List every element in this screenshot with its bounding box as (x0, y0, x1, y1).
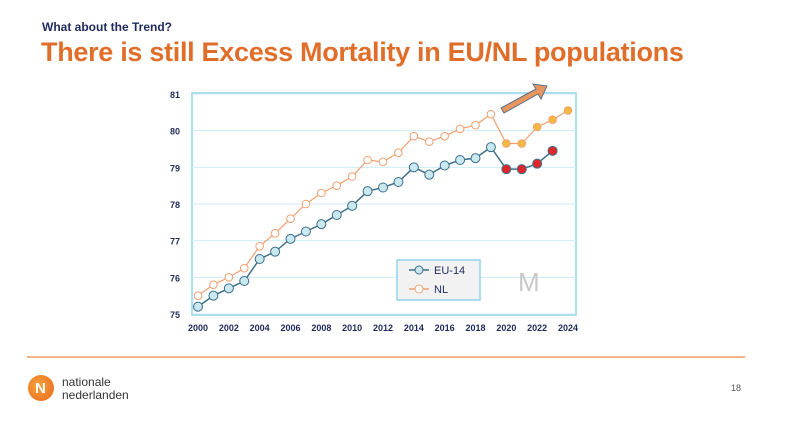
eu-14-point-2017 (455, 155, 466, 165)
nl-point-2014 (409, 131, 419, 141)
nl-point-2024 (563, 106, 573, 115)
eu-14-point-2004 (254, 254, 265, 264)
eu-14-point-2021 (516, 164, 527, 175)
x-tick-label: 2012 (373, 323, 393, 333)
nl-point-2005 (270, 229, 280, 238)
nl-point-2017 (455, 124, 465, 134)
nl-point-2022 (532, 122, 542, 132)
eu-14-point-2005 (270, 246, 281, 257)
y-tick-label: 81 (170, 90, 180, 100)
nl-point-2012 (378, 157, 388, 167)
eu-14-point-2023 (547, 145, 558, 156)
x-tick-label: 2020 (496, 323, 516, 333)
nl-point-2010 (347, 172, 357, 181)
nl-point-2021 (517, 139, 527, 148)
nl-point-2002 (224, 273, 234, 282)
nl-point-2013 (394, 148, 403, 157)
brand-line-2: nederlanden (62, 388, 129, 402)
footer-divider (27, 356, 745, 358)
eu-14-point-2022 (532, 158, 543, 169)
nl-point-2023 (548, 115, 557, 124)
trend-arrow-icon (500, 83, 548, 114)
x-tick-label: 2002 (219, 323, 239, 333)
x-tick-label: 2022 (527, 323, 547, 333)
watermark-logo: M (518, 267, 540, 297)
x-tick-label: 2024 (558, 323, 578, 333)
nl-point-2016 (440, 131, 449, 141)
legend: EU-14 NL (396, 259, 481, 301)
eu-14-point-2015 (424, 169, 435, 180)
nl-point-2006 (286, 214, 295, 223)
nl-point-2018 (471, 120, 480, 130)
nl-point-2020 (502, 139, 511, 148)
x-tick-label: 2000 (188, 323, 208, 333)
eu-14-point-2008 (316, 219, 327, 230)
eu-14-point-2011 (362, 186, 373, 197)
eu-14-point-2009 (331, 210, 342, 220)
x-tick-label: 2008 (311, 323, 331, 333)
legend-nl-label: NL (434, 284, 448, 296)
eu-14-point-2001 (208, 290, 219, 301)
eu-14-point-2014 (408, 162, 419, 173)
x-tick-label: 2014 (404, 323, 424, 333)
slide-title: There is still Excess Mortality in EU/NL… (41, 37, 684, 67)
y-tick-label: 75 (170, 310, 180, 320)
y-tick-label: 76 (170, 273, 180, 283)
page-number: 18 (731, 383, 742, 393)
nl-point-2000 (193, 291, 203, 300)
eu-14-point-2019 (485, 142, 496, 153)
slide-subtitle: What about the Trend? (42, 20, 172, 34)
eu-14-point-2003 (239, 276, 250, 286)
x-tick-label: 2010 (342, 323, 362, 333)
nl-point-2019 (486, 109, 496, 119)
nl-point-2009 (332, 181, 342, 190)
eu-14-point-2007 (300, 226, 311, 237)
y-tick-label: 80 (170, 127, 180, 137)
y-tick-label: 78 (170, 200, 180, 210)
y-tick-label: 79 (170, 163, 180, 173)
legend-eu-marker (414, 265, 424, 275)
eu-14-point-2016 (439, 160, 450, 171)
eu-14-point-2020 (501, 164, 512, 175)
nl-point-2011 (363, 155, 372, 165)
nl-point-2004 (255, 241, 264, 251)
brand-line-1: nationale (62, 375, 111, 389)
nl-point-2001 (209, 280, 218, 289)
x-tick-label: 2006 (280, 323, 300, 333)
legend-eu-label: EU-14 (434, 265, 465, 277)
nn-logo-icon: N (28, 375, 54, 401)
eu-14-point-2013 (393, 177, 404, 187)
brand-name: nationale nederlanden (62, 376, 129, 402)
x-tick-label: 2004 (250, 323, 270, 333)
nl-point-2003 (239, 263, 249, 273)
nl-point-2007 (301, 199, 311, 209)
nl-point-2015 (424, 137, 434, 146)
eu-14-point-2006 (285, 233, 296, 244)
x-tick-label: 2016 (435, 323, 455, 333)
eu-14-point-2018 (470, 153, 481, 164)
eu-14-point-2012 (378, 182, 388, 193)
x-tick-label: 2018 (465, 323, 485, 333)
legend-nl-marker (414, 284, 424, 294)
eu-14-point-2000 (193, 301, 203, 312)
y-tick-label: 77 (170, 237, 180, 247)
nl-point-2008 (317, 188, 326, 198)
eu-14-point-2002 (223, 283, 234, 294)
eu-14-point-2010 (347, 200, 358, 211)
